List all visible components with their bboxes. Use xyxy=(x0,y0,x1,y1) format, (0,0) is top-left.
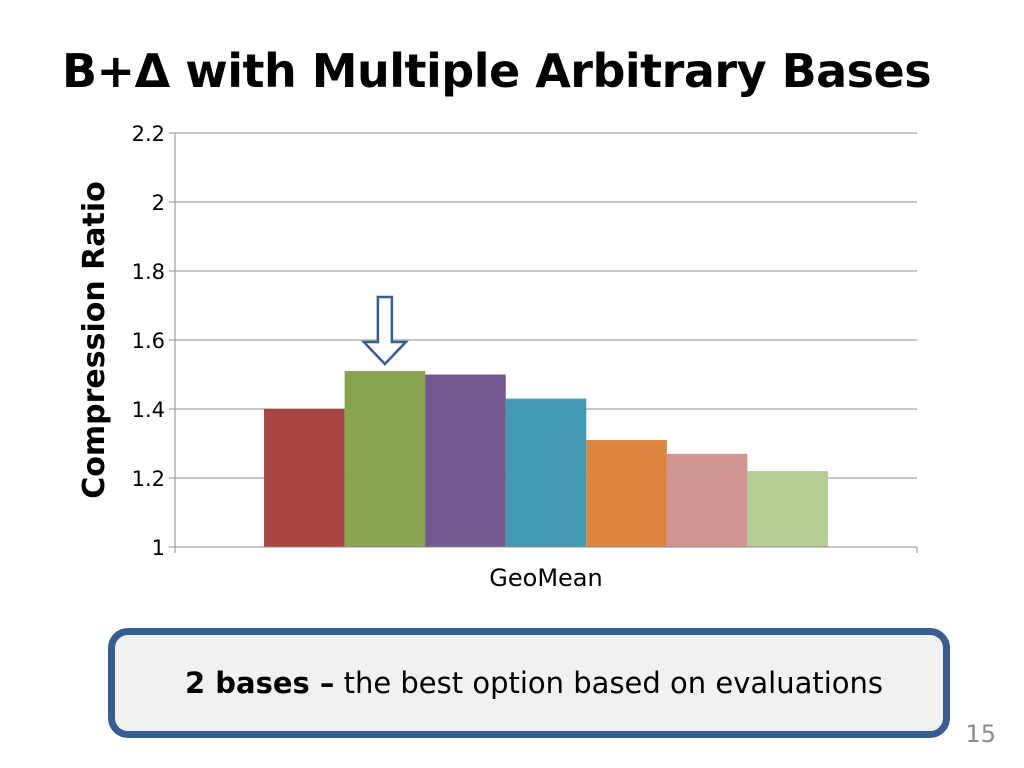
x-category-label: GeoMean xyxy=(489,564,602,592)
bar-4 xyxy=(505,398,587,547)
y-axis-title: Compression Ratio xyxy=(77,181,112,499)
callout-box: 2 bases – the best option based on evalu… xyxy=(108,628,950,738)
callout-bold-text: 2 bases – xyxy=(184,666,335,700)
bar-3 xyxy=(425,374,506,547)
y-tick-label: 2 xyxy=(152,191,165,215)
y-tick-label: 1.8 xyxy=(132,260,165,284)
y-tick-label: 2.2 xyxy=(132,122,165,146)
annotations xyxy=(360,295,409,366)
page-number: 15 xyxy=(965,720,996,748)
y-tick-label: 1.4 xyxy=(132,398,165,422)
y-tick-label: 1.6 xyxy=(132,329,165,353)
bar-5 xyxy=(586,440,667,547)
bars xyxy=(264,371,828,547)
bar-7 xyxy=(747,471,828,547)
y-tick-label: 1.2 xyxy=(132,467,165,491)
bar-6 xyxy=(666,453,748,547)
bar-2 xyxy=(344,371,426,547)
axes: 1 1.2 1.4 1.6 1.8 2 2.2 GeoMean xyxy=(132,122,918,592)
callout-text: the best option based on evaluations xyxy=(334,666,884,700)
bar-chart: 1 1.2 1.4 1.6 1.8 2 2.2 GeoMean Compression Rat… xyxy=(77,122,918,592)
slide-title: B+Δ with Multiple Arbitrary Bases xyxy=(62,44,932,98)
bar-1 xyxy=(264,409,345,547)
y-tick-label: 1 xyxy=(152,536,165,560)
down-arrow-icon xyxy=(360,295,409,366)
